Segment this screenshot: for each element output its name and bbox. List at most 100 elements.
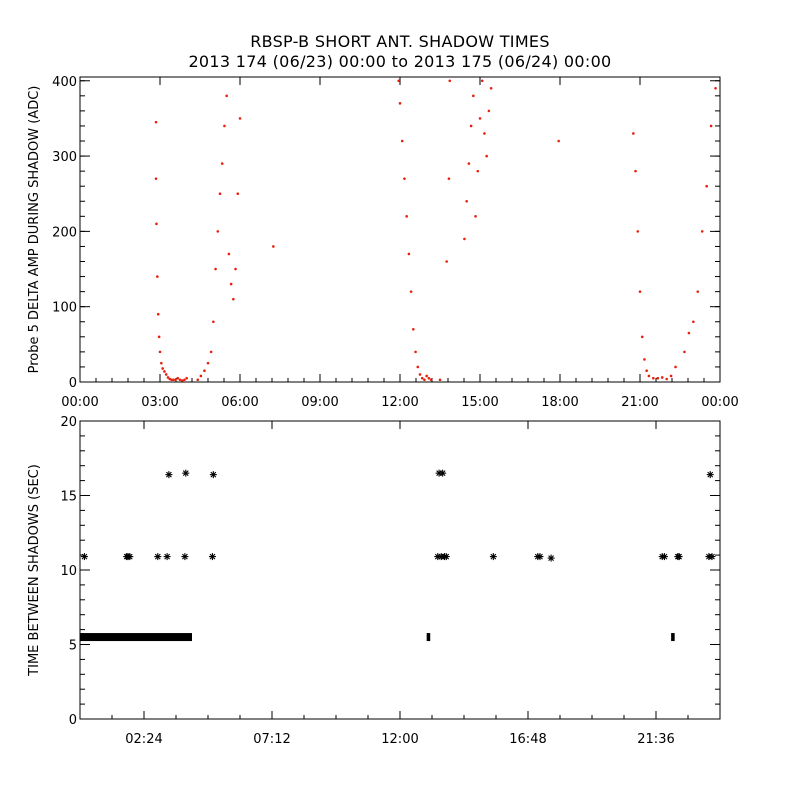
y-tick-label: 0	[69, 376, 77, 391]
x-tick-label: 18:00	[541, 395, 578, 410]
shadow-point	[665, 377, 668, 381]
shadow-point	[656, 376, 660, 380]
shadow-point	[158, 350, 162, 354]
shadow-point	[472, 94, 475, 98]
asterisk-stroke	[209, 553, 216, 560]
shadow-point	[156, 275, 159, 278]
shadow-point	[220, 162, 224, 165]
shadow-point	[229, 282, 233, 286]
shadow-point	[634, 169, 637, 173]
asterisk-stroke	[709, 553, 715, 560]
interval-band	[426, 633, 431, 642]
shadow-point	[172, 378, 175, 382]
shadow-point	[683, 350, 686, 354]
shadow-point	[445, 260, 448, 263]
shadow-point	[674, 365, 677, 369]
shadow-point	[164, 373, 168, 376]
shadow-point	[176, 376, 180, 380]
shadow-point	[154, 177, 158, 180]
y-axis-label: TIME BETWEEN SHADOWS (SEC)	[27, 464, 42, 677]
shadow-point	[557, 139, 560, 143]
shadow-point	[156, 312, 160, 316]
shadow-point	[418, 373, 422, 376]
x-tick-label: 00:00	[61, 395, 98, 410]
shadow-point	[448, 79, 452, 83]
shadow-point	[166, 376, 170, 379]
interval-point	[182, 469, 190, 477]
asterisk-stroke	[210, 471, 217, 478]
x-tick-label: 15:00	[461, 395, 498, 410]
shadow-point	[398, 102, 402, 105]
asterisk-stroke	[81, 553, 88, 560]
asterisk-stroke	[537, 553, 543, 560]
interval-point	[660, 553, 668, 561]
shadow-point	[465, 199, 468, 203]
x-tick-label: 21:36	[637, 732, 674, 747]
shadow-point	[397, 79, 400, 83]
shadow-point	[160, 361, 163, 365]
shadow-point	[214, 267, 217, 271]
shadow-point	[485, 154, 488, 158]
interval-point	[708, 553, 716, 561]
shadow-point	[154, 120, 158, 124]
asterisk-stroke	[707, 471, 714, 478]
shadow-point	[400, 139, 404, 143]
shadow-point	[478, 117, 482, 120]
interval-point	[165, 471, 173, 479]
x-tick-label: 09:00	[301, 395, 338, 410]
shadow-point	[206, 361, 210, 365]
shadow-point	[161, 367, 164, 370]
time-between-shadows-panel: 02:24 07:12 12:00 16:48 21:36 0 5 10 15 20 TIME BE…	[27, 415, 721, 747]
shadow-point	[403, 177, 406, 180]
chart-title: RBSP-B SHORT ANT. SHADOW TIMES	[250, 32, 550, 51]
shadow-point	[203, 369, 206, 373]
shadow-point	[696, 290, 700, 293]
plot-frame	[79, 76, 721, 383]
x-tick-label: 21:00	[621, 395, 658, 410]
shadow-point	[209, 350, 213, 354]
shadow-point	[714, 86, 717, 90]
shadow-point	[476, 169, 480, 173]
y-tick-label: 200	[52, 225, 77, 240]
shadow-point	[405, 215, 408, 218]
interval-point	[126, 553, 134, 561]
x-tick-label: 07:12	[253, 732, 290, 747]
shadow-point	[483, 132, 486, 135]
interval-band	[671, 633, 675, 642]
shadow-point	[178, 378, 182, 382]
shadow-point	[416, 365, 420, 369]
interval-point	[163, 553, 171, 561]
x-tick-label: 12:00	[381, 395, 418, 410]
shadow-point	[705, 184, 708, 188]
shadow-point	[632, 132, 635, 135]
shadow-point	[687, 331, 691, 335]
interval-band	[80, 633, 192, 642]
shadow-point	[412, 327, 415, 331]
shadow-point	[669, 374, 673, 378]
asterisk-stroke	[164, 553, 171, 560]
shadow-point	[480, 79, 484, 83]
shadow-point	[427, 376, 431, 380]
x-tick-label: 06:00	[221, 395, 258, 410]
shadow-point	[155, 222, 158, 226]
asterisk-stroke	[181, 553, 188, 560]
shadow-point	[223, 124, 226, 128]
shadow-point	[660, 376, 664, 379]
interval-point	[439, 469, 447, 477]
shadow-point	[429, 378, 433, 382]
shadow-point	[199, 374, 203, 378]
interval-point	[154, 553, 162, 561]
x-tick-label: 02:24	[125, 732, 162, 747]
asterisk-stroke	[439, 470, 446, 477]
shadow-point	[174, 378, 177, 382]
shadow-point	[238, 117, 242, 120]
shadow-point	[185, 376, 188, 380]
shadow-point	[463, 237, 466, 241]
y-tick-label: 10	[60, 564, 77, 579]
delta-amp-panel: 00:00 03:00 06:00 09:00 12:00 15:00 18:00 21:00…	[27, 75, 739, 410]
shadow-point	[218, 192, 222, 196]
interval-point	[442, 553, 450, 561]
shadow-point	[407, 252, 411, 256]
asterisk-stroke	[676, 553, 682, 560]
